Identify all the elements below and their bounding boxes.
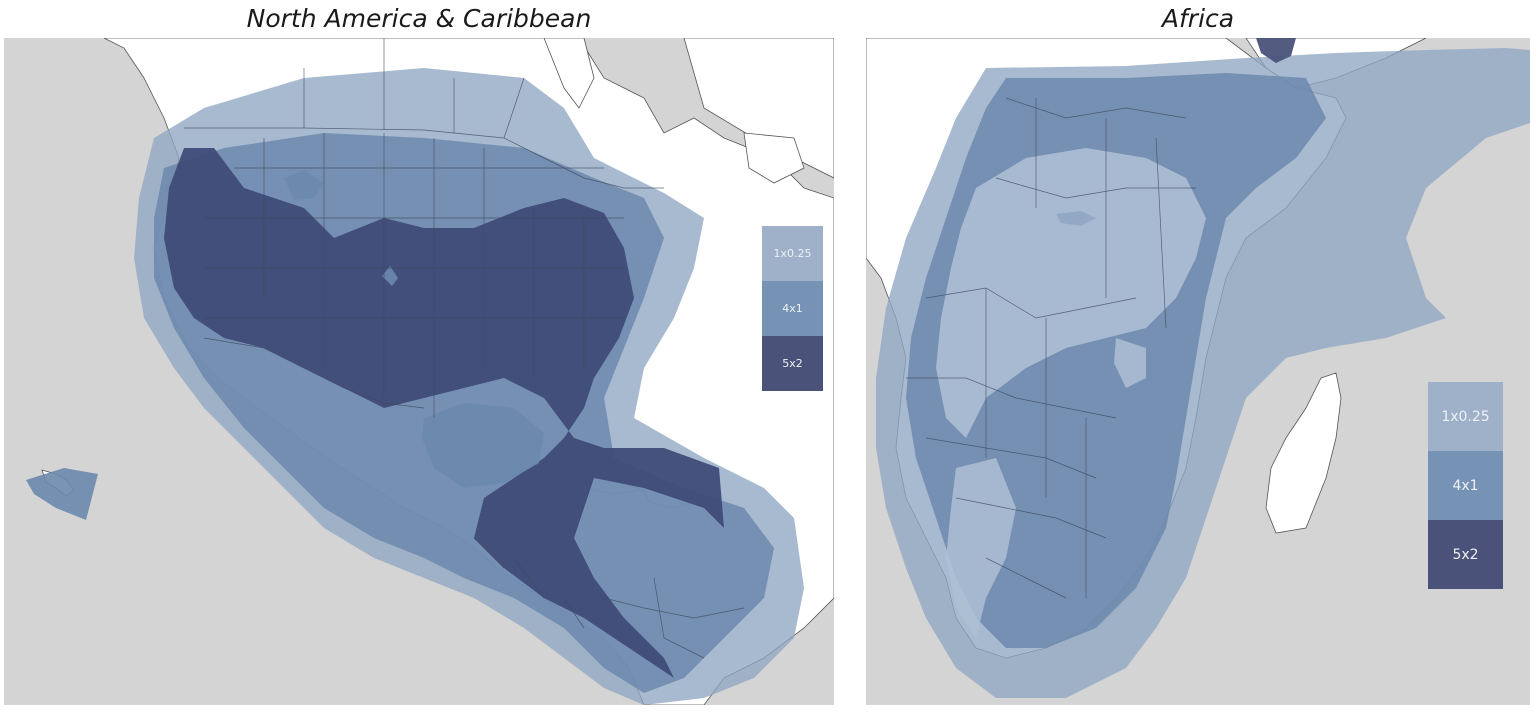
land-newfoundland [743,132,805,184]
coverage-hawaii [26,468,98,520]
coverage-gap-montana [284,170,324,200]
map-north-america-caribbean[interactable] [4,38,834,705]
legend-north-america: 1x0.25 4x1 5x2 [762,226,823,391]
coverage-inner-light-east [1114,338,1146,388]
border-us-canada [184,127,664,189]
coverage-lake [1056,211,1096,226]
coverage-arabia-core [1256,38,1296,63]
legend-item-5x2: 5x2 [762,336,823,391]
border-state-lines [204,133,624,418]
legend-item-5x2: 5x2 [1428,520,1503,589]
map-title-north-america: North America & Caribbean [246,4,592,33]
legend-item-1x0.25: 1x0.25 [762,226,823,281]
africa-map-svg [866,38,1530,705]
legend-item-4x1: 4x1 [762,281,823,336]
map-africa[interactable] [866,38,1530,705]
borders [184,38,745,659]
legend-africa: 1x0.25 4x1 5x2 [1428,382,1503,589]
north-america-map-svg [4,38,834,705]
border-central-america [473,537,585,629]
border-south-america [603,577,745,659]
land-madagascar [1265,372,1342,534]
land-baffin-island [543,38,595,109]
coverage-gap-colorado [382,266,398,286]
coverage-inner-light-south [946,458,1016,638]
legend-item-1x0.25: 1x0.25 [1428,382,1503,451]
border-us-mexico [203,337,425,409]
border-canada-provinces [303,38,525,139]
coverage-layers [876,38,1530,698]
map-title-africa: Africa [1161,4,1235,33]
legend-item-4x1: 4x1 [1428,451,1503,520]
borders [906,97,1196,599]
coverage-gap-gulf [422,403,544,488]
border-country-lines [906,97,1196,599]
coverage-inner-light [936,148,1206,438]
